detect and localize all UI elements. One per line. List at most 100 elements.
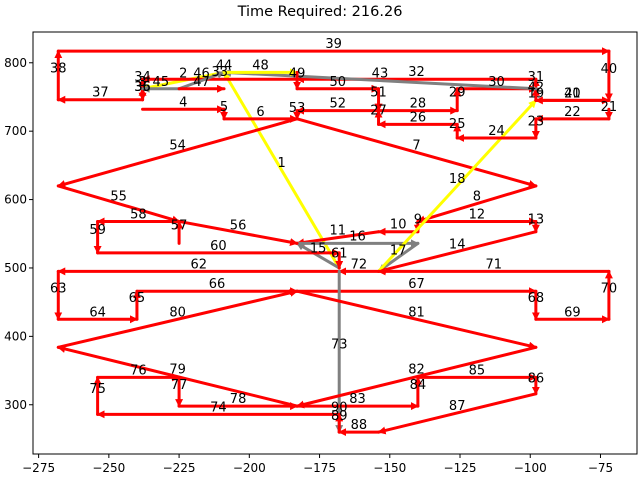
segment-label-31: 31 bbox=[528, 70, 545, 85]
segment-label-89: 89 bbox=[331, 409, 348, 424]
y-tick-label: 300 bbox=[4, 398, 27, 412]
segment-label-83: 83 bbox=[349, 392, 366, 407]
segment-label-3: 3 bbox=[138, 75, 146, 90]
y-tick-label: 700 bbox=[4, 124, 27, 138]
segment-label-14: 14 bbox=[449, 238, 466, 253]
segment-label-60: 60 bbox=[210, 239, 227, 254]
segment-label-6: 6 bbox=[256, 105, 264, 120]
chart-title: Time Required: 216.26 bbox=[237, 4, 403, 20]
segment-81 bbox=[295, 289, 538, 350]
segment-label-48: 48 bbox=[252, 58, 269, 73]
segment-54 bbox=[56, 117, 299, 188]
segment-label-51: 51 bbox=[370, 86, 387, 101]
segment-label-40: 40 bbox=[601, 62, 618, 77]
segment-label-65: 65 bbox=[129, 291, 146, 306]
segment-label-36: 36 bbox=[134, 80, 151, 95]
y-tick-label: 400 bbox=[4, 329, 27, 343]
segment-label-35: 35 bbox=[134, 80, 151, 95]
segment-label-80: 80 bbox=[169, 305, 186, 320]
segment-label-38: 38 bbox=[50, 61, 67, 76]
x-tick-label: −250 bbox=[92, 461, 125, 475]
x-tick-label: −200 bbox=[233, 461, 266, 475]
segment-46 bbox=[177, 70, 226, 91]
segment-7 bbox=[295, 117, 538, 188]
segment-label-67: 67 bbox=[408, 277, 425, 292]
segment-label-61: 61 bbox=[331, 246, 348, 261]
segment-label-9: 9 bbox=[414, 213, 422, 228]
segment-label-17: 17 bbox=[390, 243, 407, 258]
segment-label-19: 19 bbox=[528, 86, 545, 101]
segment-label-50: 50 bbox=[330, 75, 347, 90]
segment-label-11: 11 bbox=[330, 224, 347, 239]
segment-label-29: 29 bbox=[449, 86, 466, 101]
segment-label-52: 52 bbox=[330, 97, 347, 112]
segment-label-85: 85 bbox=[469, 363, 486, 378]
segment-label-45: 45 bbox=[153, 75, 170, 90]
segment-label-68: 68 bbox=[528, 291, 545, 306]
segment-label-25: 25 bbox=[449, 117, 466, 132]
segment-18 bbox=[377, 98, 538, 273]
segment-label-7: 7 bbox=[412, 138, 420, 153]
segment-43 bbox=[222, 68, 538, 91]
segment-label-82: 82 bbox=[408, 363, 425, 378]
segment-label-77: 77 bbox=[171, 378, 188, 393]
segment-1 bbox=[222, 70, 341, 270]
segment-label-27: 27 bbox=[370, 103, 387, 118]
segment-15 bbox=[295, 241, 341, 270]
x-tick-label: −100 bbox=[514, 461, 547, 475]
segment-label-75: 75 bbox=[89, 382, 106, 397]
segment-11 bbox=[295, 230, 381, 247]
segment-label-53: 53 bbox=[289, 101, 306, 116]
x-axis: −275 −250 −225 −200 −175 −150 −125 −100 −75 bbox=[22, 454, 613, 475]
segment-label-21: 21 bbox=[601, 100, 618, 115]
segment-label-16: 16 bbox=[349, 229, 366, 244]
x-tick-label: −225 bbox=[163, 461, 196, 475]
segment-label-10: 10 bbox=[390, 218, 407, 233]
segment-label-15: 15 bbox=[310, 242, 327, 257]
segment-label-24: 24 bbox=[488, 124, 505, 139]
segment-label-32: 32 bbox=[408, 65, 425, 80]
segment-label-72: 72 bbox=[351, 257, 368, 272]
x-tick-label: −125 bbox=[444, 461, 477, 475]
segment-label-78: 78 bbox=[230, 392, 247, 407]
y-tick-label: 600 bbox=[4, 193, 27, 207]
segment-label-4: 4 bbox=[179, 95, 187, 110]
segment-label-42: 42 bbox=[528, 81, 545, 96]
segment-55 bbox=[56, 184, 181, 224]
segment-8 bbox=[416, 184, 538, 224]
segment-label-70: 70 bbox=[601, 281, 618, 296]
x-tick-label: −275 bbox=[22, 461, 55, 475]
segment-label-41: 41 bbox=[564, 86, 581, 101]
segment-label-90: 90 bbox=[331, 400, 348, 415]
x-tick-label: −175 bbox=[303, 461, 336, 475]
segment-label-73: 73 bbox=[331, 338, 348, 353]
segment-label-57: 57 bbox=[171, 218, 188, 233]
segment-label-59: 59 bbox=[89, 223, 106, 238]
segment-label-20: 20 bbox=[564, 86, 581, 101]
segment-label-69: 69 bbox=[564, 305, 581, 320]
plot-frame bbox=[32, 31, 638, 455]
segment-label-39: 39 bbox=[325, 37, 342, 52]
segment-label-84: 84 bbox=[410, 378, 427, 393]
segment-label-13: 13 bbox=[528, 213, 545, 228]
segment-label-62: 62 bbox=[190, 257, 207, 272]
segment-80 bbox=[56, 288, 299, 349]
segment-label-81: 81 bbox=[408, 305, 425, 320]
segment-label-74: 74 bbox=[210, 400, 227, 415]
segment-label-46: 46 bbox=[193, 67, 210, 82]
segment-17 bbox=[377, 241, 420, 273]
segment-label-26: 26 bbox=[410, 110, 427, 125]
segment-label-23: 23 bbox=[528, 114, 545, 129]
segment-label-8: 8 bbox=[473, 190, 481, 205]
segment-label-55: 55 bbox=[110, 190, 127, 205]
path-segments bbox=[54, 47, 613, 437]
segment-label-44: 44 bbox=[216, 58, 233, 73]
segment-label-30: 30 bbox=[488, 75, 505, 90]
segment-label-88: 88 bbox=[351, 418, 368, 433]
segment-label-56: 56 bbox=[230, 218, 247, 233]
segment-label-43: 43 bbox=[372, 67, 389, 82]
segment-label-49: 49 bbox=[289, 67, 306, 82]
segment-label-54: 54 bbox=[169, 138, 186, 153]
segment-label-12: 12 bbox=[469, 207, 486, 222]
y-tick-label: 800 bbox=[4, 56, 27, 70]
